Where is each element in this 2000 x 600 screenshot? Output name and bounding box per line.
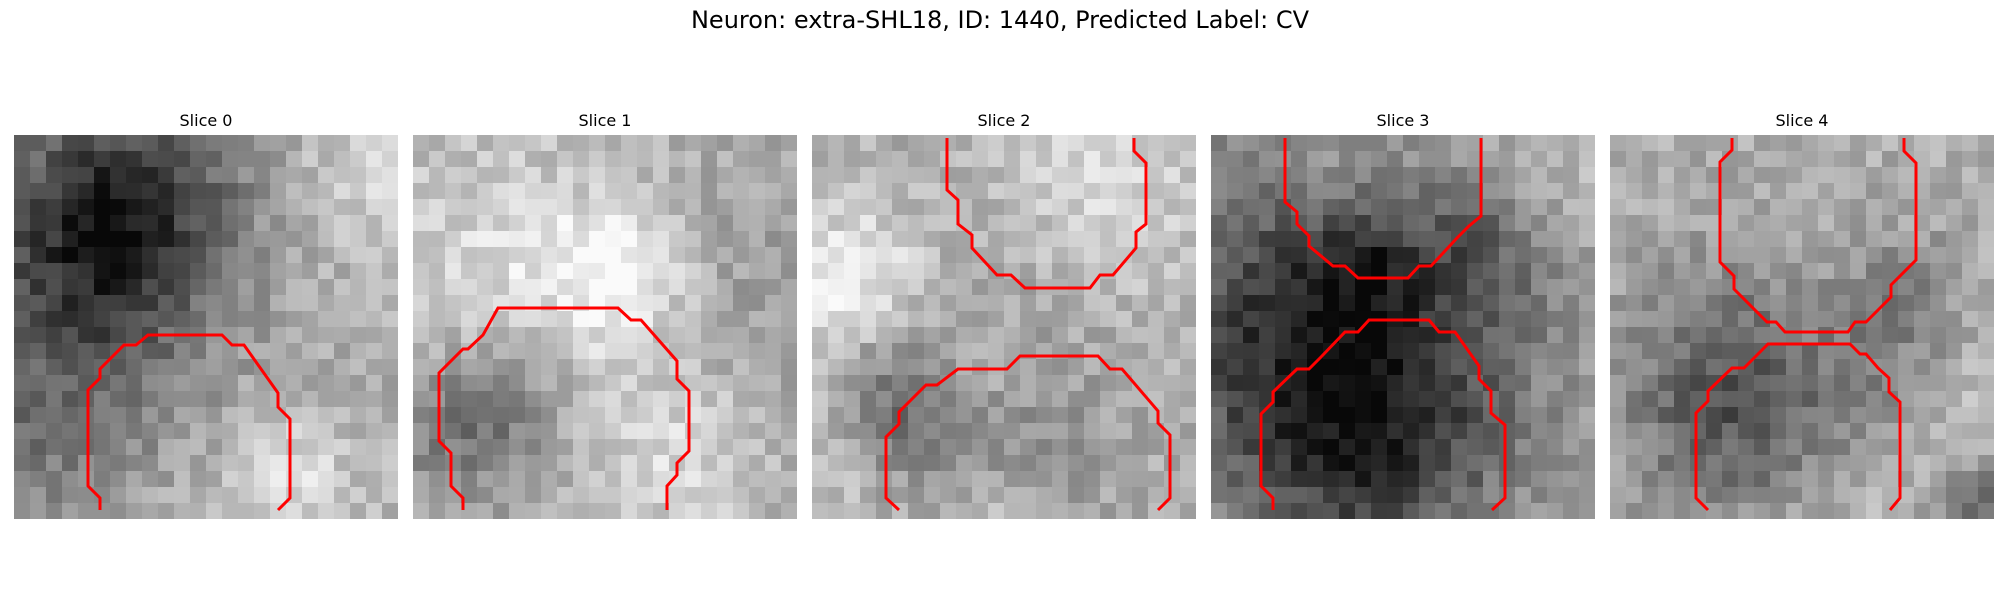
slice-image [1211,135,1595,519]
slice-title: Slice 0 [14,110,398,132]
microscopy-pixels [413,135,797,519]
slice-title: Slice 2 [812,110,1196,132]
slice-image [812,135,1196,519]
slice-panel-4: Slice 4 [1610,110,1994,519]
slice-image [1610,135,1994,519]
figure-title: Neuron: extra-SHL18, ID: 1440, Predicted… [0,6,2000,34]
microscopy-pixels [1211,135,1595,519]
slice-title: Slice 4 [1610,110,1994,132]
slice-panel-3: Slice 3 [1211,110,1595,519]
slice-image [413,135,797,519]
slice-panel-2: Slice 2 [812,110,1196,519]
microscopy-pixels [812,135,1196,519]
slice-panel-1: Slice 1 [413,110,797,519]
slice-title: Slice 3 [1211,110,1595,132]
slice-title: Slice 1 [413,110,797,132]
slice-image [14,135,398,519]
microscopy-pixels [1610,135,1994,519]
microscopy-pixels [14,135,398,519]
slice-panel-0: Slice 0 [14,110,398,519]
